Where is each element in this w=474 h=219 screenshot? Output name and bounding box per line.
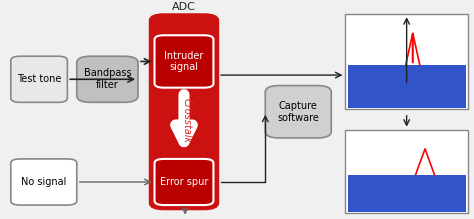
- FancyBboxPatch shape: [11, 159, 77, 205]
- Text: Error spur: Error spur: [160, 177, 208, 187]
- Text: ADC: ADC: [172, 2, 196, 12]
- FancyBboxPatch shape: [150, 14, 218, 209]
- Text: Intruder
signal: Intruder signal: [164, 51, 204, 72]
- Bar: [348, 65, 465, 108]
- FancyBboxPatch shape: [265, 86, 331, 138]
- FancyBboxPatch shape: [77, 56, 138, 102]
- FancyBboxPatch shape: [155, 159, 213, 205]
- Text: Bandpass
filter: Bandpass filter: [83, 69, 131, 90]
- Text: Crosstalk: Crosstalk: [182, 97, 191, 143]
- Text: Capture
software: Capture software: [277, 101, 319, 123]
- Text: No signal: No signal: [21, 177, 66, 187]
- Bar: [346, 14, 468, 109]
- Bar: [346, 130, 468, 214]
- FancyBboxPatch shape: [11, 56, 67, 102]
- Bar: [348, 175, 465, 212]
- FancyBboxPatch shape: [155, 35, 213, 88]
- Text: Test tone: Test tone: [17, 74, 61, 84]
